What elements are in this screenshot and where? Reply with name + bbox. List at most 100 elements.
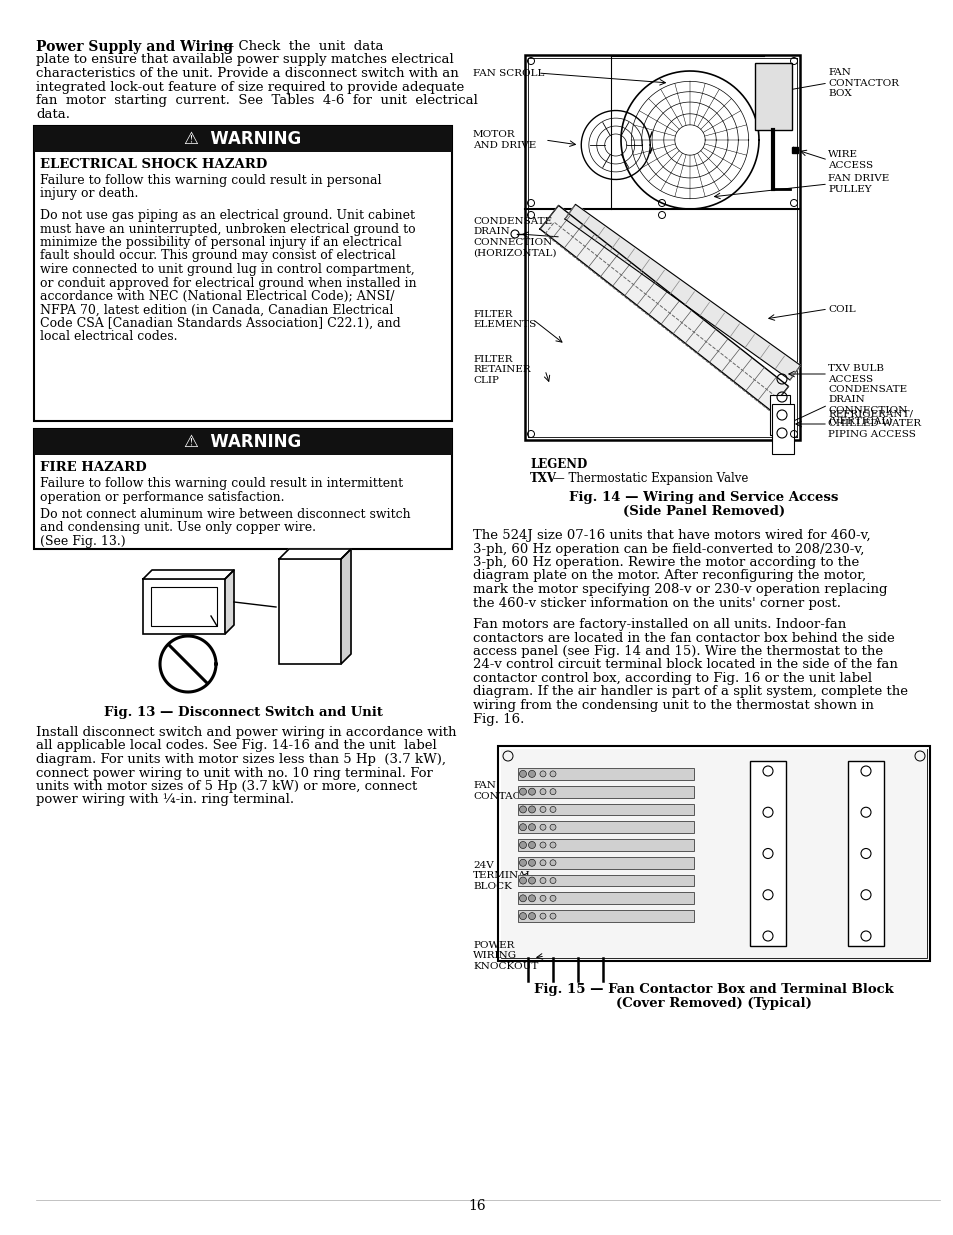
Circle shape <box>539 771 545 777</box>
Circle shape <box>539 824 545 830</box>
Text: FILTER
RETAINER
CLIP: FILTER RETAINER CLIP <box>473 356 530 385</box>
Text: 24V
TERMINAL
BLOCK: 24V TERMINAL BLOCK <box>473 861 533 890</box>
Circle shape <box>539 895 545 902</box>
Text: data.: data. <box>36 107 70 121</box>
Text: (Cover Removed) (Typical): (Cover Removed) (Typical) <box>616 997 811 1010</box>
Text: Power Supply and Wiring: Power Supply and Wiring <box>36 40 233 54</box>
Text: COIL: COIL <box>827 305 855 314</box>
Text: characteristics of the unit. Provide a disconnect switch with an: characteristics of the unit. Provide a d… <box>36 67 458 80</box>
Text: ⚠  WARNING: ⚠ WARNING <box>184 433 301 451</box>
Text: operation or performance satisfaction.: operation or performance satisfaction. <box>40 490 284 504</box>
Text: 3-ph, 60 Hz operation can be field-converted to 208/230-v,: 3-ph, 60 Hz operation can be field-conve… <box>473 542 863 556</box>
Bar <box>749 761 785 946</box>
Text: power wiring with ¼-in. ring terminal.: power wiring with ¼-in. ring terminal. <box>36 794 294 806</box>
Bar <box>517 910 693 923</box>
Bar <box>34 126 452 152</box>
Text: — Thermostatic Expansion Valve: — Thermostatic Expansion Valve <box>553 472 747 485</box>
Text: all applicable local codes. See Fig. 14-16 and the unit  label: all applicable local codes. See Fig. 14-… <box>36 740 436 752</box>
Text: local electrical codes.: local electrical codes. <box>40 331 177 343</box>
Text: the 460-v sticker information on the units' corner post.: the 460-v sticker information on the uni… <box>473 597 841 610</box>
Bar <box>34 126 452 421</box>
Text: FAN
CONTACTOR: FAN CONTACTOR <box>473 782 543 800</box>
Circle shape <box>539 806 545 813</box>
Bar <box>497 746 929 961</box>
Circle shape <box>519 913 526 920</box>
Circle shape <box>550 806 556 813</box>
Text: FAN DRIVE
PULLEY: FAN DRIVE PULLEY <box>827 174 888 194</box>
Text: REFRIGERANT/
CHILLED WATER
PIPING ACCESS: REFRIGERANT/ CHILLED WATER PIPING ACCESS <box>827 409 921 438</box>
Bar <box>524 56 800 440</box>
Text: Fig. 14 — Wiring and Service Access: Fig. 14 — Wiring and Service Access <box>569 492 838 504</box>
Bar <box>151 587 216 626</box>
Bar <box>517 785 693 798</box>
Text: ELECTRICAL SHOCK HAZARD: ELECTRICAL SHOCK HAZARD <box>40 158 267 170</box>
Circle shape <box>519 860 526 866</box>
Circle shape <box>528 860 535 866</box>
Circle shape <box>539 789 545 794</box>
Circle shape <box>519 771 526 777</box>
Polygon shape <box>278 550 351 559</box>
Circle shape <box>519 877 526 884</box>
Polygon shape <box>340 550 351 664</box>
Text: 3-ph, 60 Hz operation. Rewire the motor according to the: 3-ph, 60 Hz operation. Rewire the motor … <box>473 556 859 569</box>
Circle shape <box>528 771 535 777</box>
Circle shape <box>539 860 545 866</box>
Text: Fig. 15 — Fan Contactor Box and Terminal Block: Fig. 15 — Fan Contactor Box and Terminal… <box>534 983 893 995</box>
Text: connect power wiring to unit with no. 10 ring terminal. For: connect power wiring to unit with no. 10… <box>36 767 433 779</box>
Text: FAN
CONTACTOR
BOX: FAN CONTACTOR BOX <box>827 68 898 98</box>
Circle shape <box>550 860 556 866</box>
Circle shape <box>550 878 556 883</box>
Circle shape <box>528 788 535 795</box>
Text: ⚠  WARNING: ⚠ WARNING <box>184 130 301 148</box>
Text: 24-v control circuit terminal block located in the side of the fan: 24-v control circuit terminal block loca… <box>473 658 897 672</box>
Text: TXV: TXV <box>530 472 557 485</box>
Text: Fig. 13 — Disconnect Switch and Unit: Fig. 13 — Disconnect Switch and Unit <box>104 706 382 719</box>
Polygon shape <box>564 204 800 380</box>
Circle shape <box>519 806 526 813</box>
Text: Code CSA [Canadian Standards Association] C22.1), and: Code CSA [Canadian Standards Association… <box>40 317 400 330</box>
Bar <box>517 768 693 779</box>
Bar <box>517 857 693 868</box>
Circle shape <box>528 913 535 920</box>
Circle shape <box>550 789 556 794</box>
Bar <box>517 839 693 851</box>
Text: fault should occur. This ground may consist of electrical: fault should occur. This ground may cons… <box>40 249 395 263</box>
Text: TXV BULB
ACCESS: TXV BULB ACCESS <box>827 364 883 384</box>
Text: must have an uninterrupted, unbroken electrical ground to: must have an uninterrupted, unbroken ele… <box>40 222 416 236</box>
Bar <box>517 821 693 834</box>
Polygon shape <box>143 571 233 579</box>
Bar <box>754 63 791 130</box>
Bar <box>500 748 926 958</box>
Bar <box>34 429 452 454</box>
Text: (Side Panel Removed): (Side Panel Removed) <box>622 505 784 517</box>
Bar <box>278 559 340 664</box>
Text: CONDENSATE
DRAIN
CONNECTION
(VERTICAL): CONDENSATE DRAIN CONNECTION (VERTICAL) <box>827 385 906 425</box>
Polygon shape <box>539 205 788 410</box>
Text: The 524J size 07-16 units that have motors wired for 460-v,: The 524J size 07-16 units that have moto… <box>473 529 870 542</box>
Text: 16: 16 <box>468 1199 485 1213</box>
Text: LEGEND: LEGEND <box>530 458 587 471</box>
Text: Do not connect aluminum wire between disconnect switch: Do not connect aluminum wire between dis… <box>40 508 410 521</box>
Text: accordance with NEC (National Electrical Code); ANSI/: accordance with NEC (National Electrical… <box>40 290 395 303</box>
Text: — Check  the  unit  data: — Check the unit data <box>221 40 383 53</box>
Text: or conduit approved for electrical ground when installed in: or conduit approved for electrical groun… <box>40 277 416 289</box>
Text: plate to ensure that available power supply matches electrical: plate to ensure that available power sup… <box>36 53 454 67</box>
Text: integrated lock-out feature of size required to provide adequate: integrated lock-out feature of size requ… <box>36 80 464 94</box>
Text: wire connected to unit ground lug in control compartment,: wire connected to unit ground lug in con… <box>40 263 415 275</box>
Circle shape <box>528 824 535 831</box>
Text: minimize the possibility of personal injury if an electrical: minimize the possibility of personal inj… <box>40 236 401 249</box>
Text: contactor control box, according to Fig. 16 or the unit label: contactor control box, according to Fig.… <box>473 672 871 685</box>
Text: diagram. For units with motor sizes less than 5 Hp  (3.7 kW),: diagram. For units with motor sizes less… <box>36 753 446 766</box>
Circle shape <box>539 913 545 919</box>
Text: (See Fig. 13.): (See Fig. 13.) <box>40 535 126 548</box>
Text: CONDENSATE
DRAIN
CONNECTION
(HORIZONTAL): CONDENSATE DRAIN CONNECTION (HORIZONTAL) <box>473 217 556 257</box>
Text: Failure to follow this warning could result in personal: Failure to follow this warning could res… <box>40 174 381 186</box>
Text: Fan motors are factory-installed on all units. Indoor-fan: Fan motors are factory-installed on all … <box>473 618 845 631</box>
Bar <box>517 874 693 887</box>
Text: Install disconnect switch and power wiring in accordance with: Install disconnect switch and power wiri… <box>36 726 456 739</box>
Text: wiring from the condensing unit to the thermostat shown in: wiring from the condensing unit to the t… <box>473 699 873 713</box>
Circle shape <box>550 824 556 830</box>
Bar <box>769 395 789 435</box>
Bar <box>517 804 693 815</box>
Text: FAN SCROLL: FAN SCROLL <box>473 68 544 78</box>
